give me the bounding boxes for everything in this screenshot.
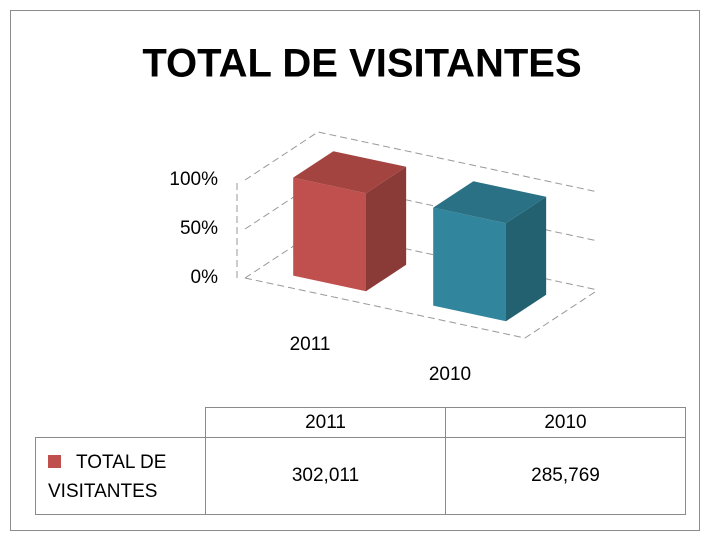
chart-title: TOTAL DE VISITANTES [142, 42, 581, 86]
chart-border [10, 10, 700, 531]
bar-side [366, 166, 407, 292]
table-header: 2010 [445, 407, 686, 438]
grid-line [244, 131, 599, 193]
floor-edge [244, 277, 599, 339]
table-cell: 302,011 [205, 437, 446, 515]
legend-label: TOTAL DE VISITANTES [48, 452, 167, 502]
bar [293, 151, 407, 292]
bar-side [506, 196, 547, 322]
y-tick-label: 50% [180, 218, 218, 239]
table-cell: 285,769 [445, 437, 686, 515]
table-header: 2011 [205, 407, 446, 438]
bar [433, 181, 547, 322]
legend-swatch [48, 455, 61, 468]
bar-front [433, 207, 506, 322]
bar-top [293, 151, 407, 194]
y-tick-label: 0% [191, 267, 219, 288]
bar-top [433, 181, 547, 224]
legend-cell: TOTAL DE VISITANTES [35, 437, 206, 515]
x-tick-label: 2010 [429, 364, 471, 385]
x-tick-label: 2011 [290, 334, 331, 355]
y-tick-label: 100% [169, 169, 218, 190]
bar-front [293, 177, 366, 292]
